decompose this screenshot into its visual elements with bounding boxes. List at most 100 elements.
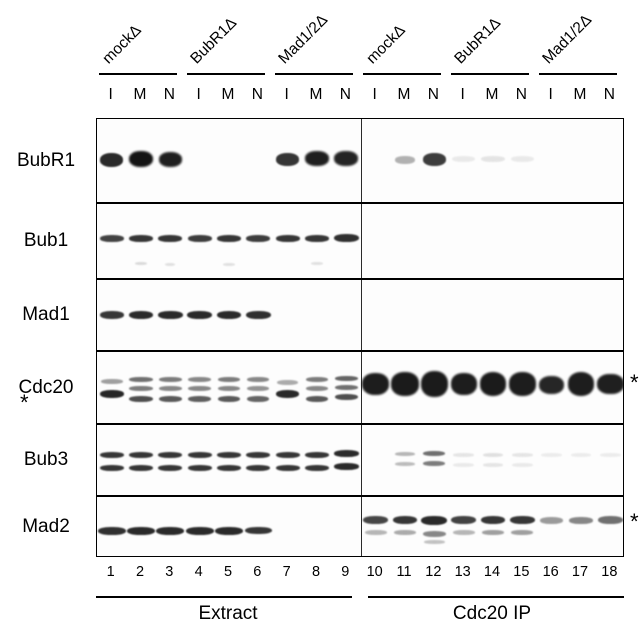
blot-row-mad1 [96,279,624,351]
band [424,540,445,545]
band [185,526,214,535]
panel-divider [360,352,362,423]
band [245,527,272,535]
lane-number-9: 9 [341,564,350,580]
band [394,461,416,466]
lane-letter-3: N [163,86,175,103]
band [569,516,593,524]
band [567,372,595,397]
lane-number-5: 5 [223,564,233,580]
band [165,263,176,267]
lane-number-8: 8 [311,564,321,580]
band [450,373,477,396]
band [333,463,359,471]
band [158,377,182,383]
band [246,465,271,472]
band [215,526,243,535]
band [333,234,359,243]
band [304,465,330,472]
band [245,310,271,319]
band [128,452,154,459]
band [157,310,183,319]
band [481,155,505,162]
band [127,526,155,535]
lane-number-4: 4 [194,564,203,580]
band [247,395,270,402]
band [422,153,446,167]
band [480,516,506,525]
band [216,235,242,243]
band [482,529,504,535]
row-label-mad2: Mad2 [22,515,70,537]
band [158,452,183,459]
band [311,261,323,265]
band [304,235,330,243]
band [512,462,533,467]
band [304,452,330,459]
band [423,451,446,457]
band [277,380,298,386]
band [275,465,300,472]
band [334,384,359,390]
band [334,151,359,167]
band [451,516,477,525]
band [394,451,416,456]
lane-number-16: 16 [542,564,559,580]
right-asterisk: * [630,369,639,395]
panel-divider [360,204,362,278]
lane-number-6: 6 [253,564,262,580]
lane-letter-6: N [251,86,263,103]
band [158,386,182,391]
lane-letter-18: N [603,86,615,103]
band [100,378,123,384]
lane-number-11: 11 [396,564,412,580]
band [453,452,474,457]
band [510,155,535,162]
band [539,516,564,524]
band [276,153,300,167]
band [334,375,359,381]
band [334,394,359,401]
band [511,529,534,535]
group-underline-6 [539,73,617,75]
lane-number-10: 10 [366,564,383,580]
band [570,453,592,458]
band [99,390,124,399]
blot-row-bub3 [96,424,624,496]
lane-number-12: 12 [425,564,442,580]
lane-number-18: 18 [601,564,618,580]
lane-letter-14: M [485,86,499,103]
lane-number-15: 15 [513,564,530,580]
blot-row-mad2 [96,496,624,557]
band [421,515,448,525]
band [479,372,507,397]
band [246,452,271,459]
band [129,395,153,402]
band [99,452,124,459]
band [597,516,623,525]
group-label-6: Mad1/2Δ [539,11,596,68]
band [512,452,533,457]
band [188,386,212,391]
blot-row-bub1 [96,203,624,279]
band [223,262,235,266]
group-label-3: Mad1/2Δ [275,11,332,68]
row-label-bub3: Bub3 [23,449,69,470]
panel-divider [360,119,362,202]
band [217,377,241,383]
lane-number-1: 1 [106,564,115,580]
band [188,395,212,402]
extract-underline [96,596,352,598]
band [541,453,562,458]
lane-letter-12: N [427,86,439,103]
band [188,377,212,383]
lane-number-3: 3 [165,564,174,580]
band [362,373,390,396]
band [275,390,300,399]
band [187,465,212,472]
group-label-4: mockΔ [363,21,409,68]
band [187,310,213,319]
band [99,152,124,167]
band [305,377,329,383]
cdc20-ip-underline [368,596,624,598]
